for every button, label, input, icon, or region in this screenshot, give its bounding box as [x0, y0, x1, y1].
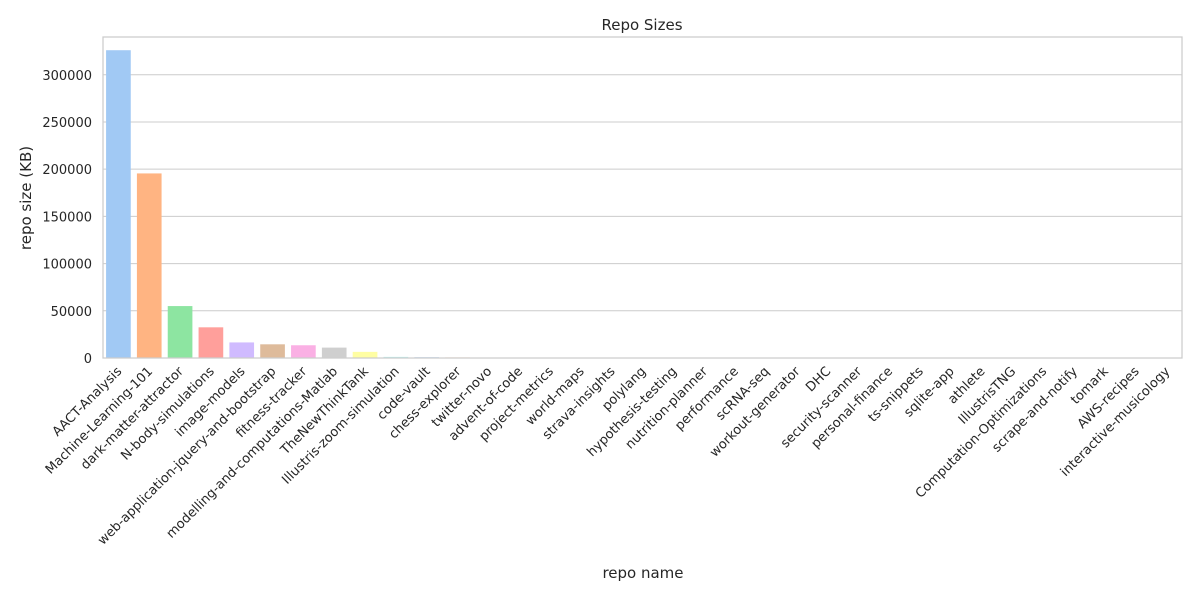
bar-image-models	[229, 342, 255, 358]
y-tick-label: 150000	[42, 210, 92, 225]
bars	[106, 50, 1179, 358]
bar-dark-matter-attractor	[167, 306, 193, 358]
bar-N-body-simulations	[198, 327, 224, 358]
y-tick-label: 300000	[42, 69, 92, 84]
bar-Machine-Learning-101	[136, 173, 162, 358]
y-axis-title: repo size (KB)	[17, 146, 35, 250]
y-tick-label: 50000	[51, 305, 92, 320]
plot-frame	[102, 36, 1183, 359]
y-tick-label: 0	[84, 352, 92, 367]
x-tick-labels: AACT-AnalysisMachine-Learning-101dark-ma…	[43, 364, 1174, 549]
grid-lines	[103, 74, 1182, 312]
bar-TheNewThinkTank	[352, 351, 378, 358]
x-axis-title: repo name	[602, 564, 683, 582]
bar-fitness-tracker	[291, 345, 316, 358]
y-tick-label: 200000	[42, 163, 92, 178]
bar-web-application-jquery-and-bootstrap	[260, 344, 285, 358]
bar-modelling-and-computations-Matlab	[321, 347, 347, 358]
y-tick-labels: 0 50000 100000 150000 200000 250000 300000	[42, 69, 92, 367]
y-tick-label: 100000	[42, 258, 92, 273]
chart-title: Repo Sizes	[601, 16, 682, 34]
bar-AACT-Analysis	[106, 50, 131, 358]
y-tick-label: 250000	[42, 116, 92, 131]
